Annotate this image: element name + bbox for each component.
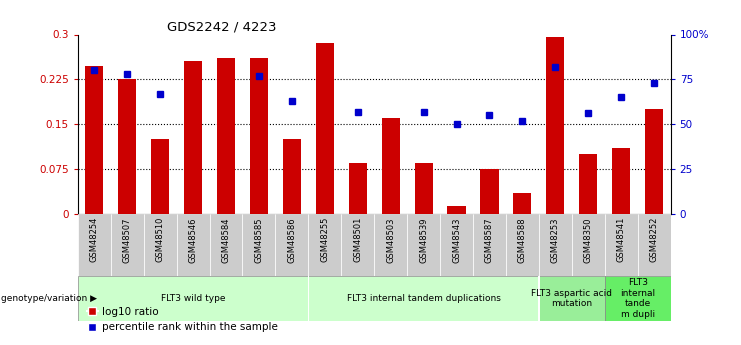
Bar bbox=[506, 214, 539, 276]
Bar bbox=[645, 109, 663, 214]
Text: GSM48503: GSM48503 bbox=[386, 217, 395, 263]
Bar bbox=[308, 276, 539, 321]
Bar bbox=[572, 214, 605, 276]
Text: GSM48588: GSM48588 bbox=[518, 217, 527, 263]
Legend: log10 ratio, percentile rank within the sample: log10 ratio, percentile rank within the … bbox=[83, 303, 282, 336]
Bar bbox=[546, 38, 565, 214]
Bar bbox=[283, 139, 301, 214]
Text: GSM48254: GSM48254 bbox=[90, 217, 99, 263]
Bar bbox=[144, 214, 176, 276]
Bar bbox=[217, 58, 235, 214]
Text: GSM48543: GSM48543 bbox=[452, 217, 461, 263]
Bar bbox=[308, 276, 309, 321]
Text: FLT3 internal tandem duplications: FLT3 internal tandem duplications bbox=[347, 294, 500, 303]
Text: GSM48587: GSM48587 bbox=[485, 217, 494, 263]
Bar bbox=[316, 43, 334, 214]
Bar bbox=[308, 214, 342, 276]
Bar bbox=[605, 276, 671, 321]
Bar bbox=[382, 118, 399, 214]
Bar bbox=[85, 66, 103, 214]
Text: GSM48253: GSM48253 bbox=[551, 217, 560, 263]
Bar bbox=[539, 276, 605, 321]
Bar bbox=[374, 214, 407, 276]
Text: genotype/variation ▶: genotype/variation ▶ bbox=[1, 294, 97, 303]
Bar bbox=[514, 193, 531, 214]
Bar bbox=[440, 214, 473, 276]
Text: GSM48585: GSM48585 bbox=[254, 217, 264, 263]
Bar bbox=[78, 276, 308, 321]
Text: FLT3 wild type: FLT3 wild type bbox=[161, 294, 225, 303]
Bar bbox=[342, 214, 374, 276]
Text: GSM48539: GSM48539 bbox=[419, 217, 428, 263]
Text: GSM48586: GSM48586 bbox=[288, 217, 296, 263]
Bar bbox=[118, 79, 136, 214]
Bar bbox=[538, 276, 539, 321]
Text: GSM48507: GSM48507 bbox=[123, 217, 132, 263]
Bar bbox=[473, 214, 506, 276]
Bar bbox=[579, 154, 597, 214]
Bar bbox=[349, 163, 367, 214]
Text: GSM48350: GSM48350 bbox=[584, 217, 593, 263]
Text: GSM48584: GSM48584 bbox=[222, 217, 230, 263]
Bar bbox=[184, 61, 202, 214]
Bar bbox=[242, 214, 276, 276]
Bar bbox=[110, 214, 144, 276]
Text: FLT3
internal
tande
m dupli: FLT3 internal tande m dupli bbox=[620, 278, 655, 318]
Bar bbox=[605, 214, 638, 276]
Bar bbox=[414, 163, 433, 214]
Bar bbox=[210, 214, 242, 276]
Text: GSM48510: GSM48510 bbox=[156, 217, 165, 263]
Bar bbox=[480, 169, 499, 214]
Bar bbox=[539, 214, 572, 276]
Text: GSM48541: GSM48541 bbox=[617, 217, 625, 263]
Text: GDS2242 / 4223: GDS2242 / 4223 bbox=[167, 20, 276, 33]
Bar bbox=[151, 139, 169, 214]
Bar bbox=[250, 58, 268, 214]
Bar bbox=[612, 148, 631, 214]
Bar bbox=[176, 214, 210, 276]
Bar bbox=[638, 214, 671, 276]
Bar bbox=[276, 214, 308, 276]
Bar bbox=[407, 214, 440, 276]
Text: GSM48255: GSM48255 bbox=[320, 217, 329, 263]
Bar bbox=[448, 206, 465, 214]
Text: GSM48501: GSM48501 bbox=[353, 217, 362, 263]
Text: GSM48546: GSM48546 bbox=[188, 217, 198, 263]
Text: GSM48252: GSM48252 bbox=[650, 217, 659, 263]
Text: FLT3 aspartic acid
mutation: FLT3 aspartic acid mutation bbox=[531, 289, 612, 308]
Bar bbox=[78, 214, 110, 276]
